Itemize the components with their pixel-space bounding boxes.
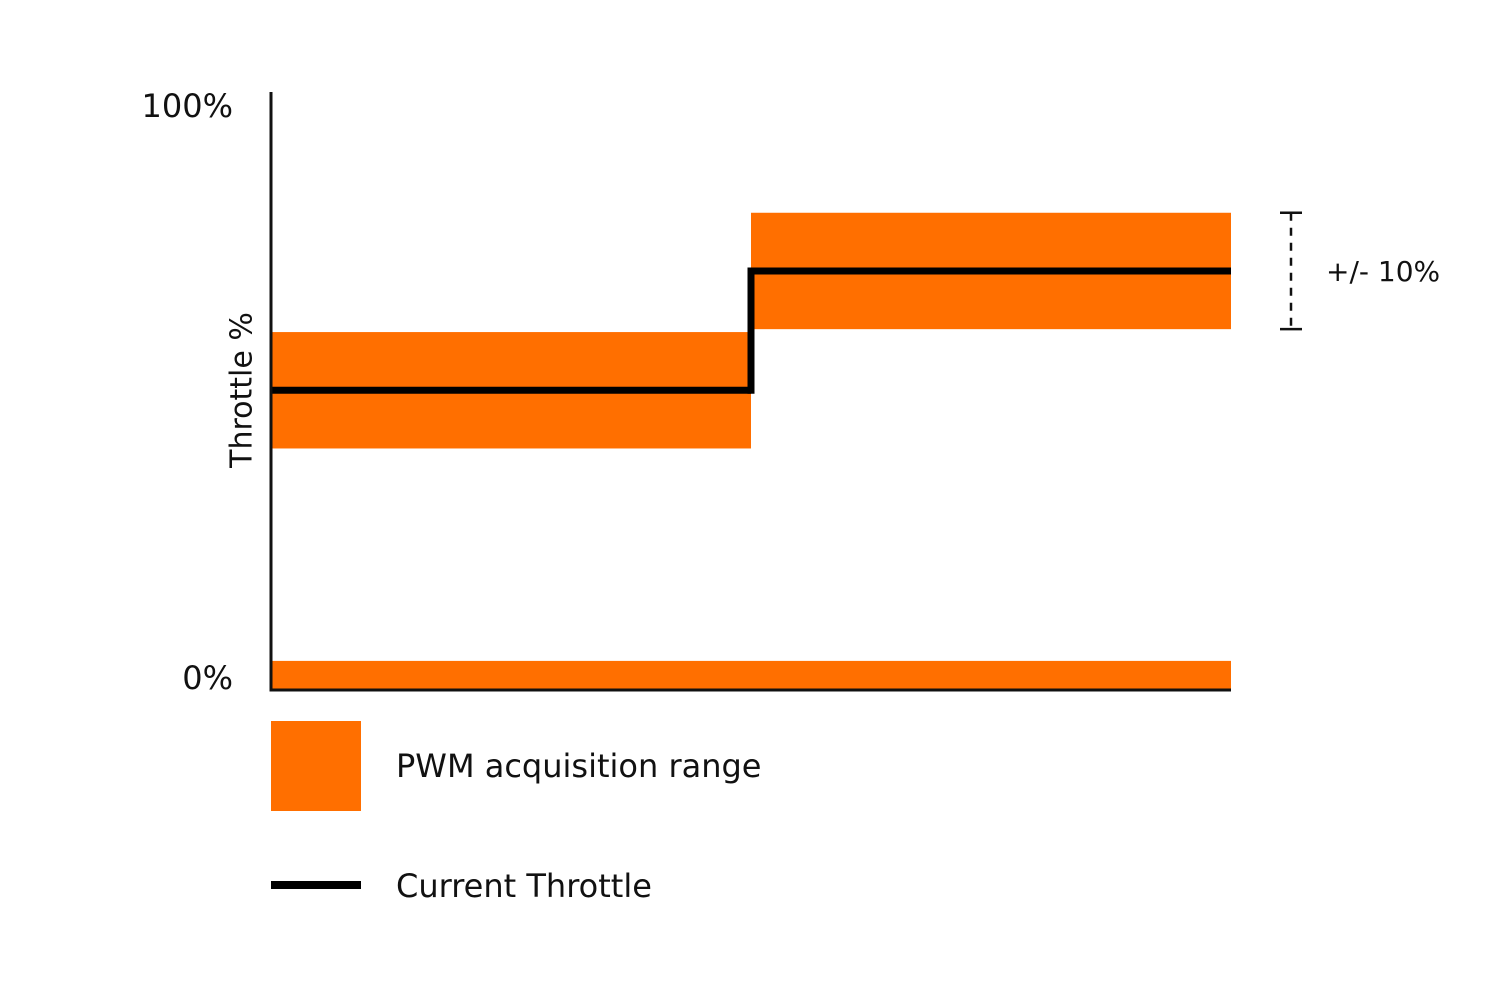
tolerance-label: +/- 10% (1326, 255, 1440, 288)
legend-label: Current Throttle (396, 867, 652, 905)
floor-band (271, 660, 1231, 690)
legend-swatch (271, 721, 361, 811)
y-tick-label: 0% (182, 659, 233, 697)
y-tick-label: 100% (142, 87, 233, 125)
y-axis-label: Throttle % (225, 312, 260, 469)
legend-label: PWM acquisition range (396, 747, 761, 785)
